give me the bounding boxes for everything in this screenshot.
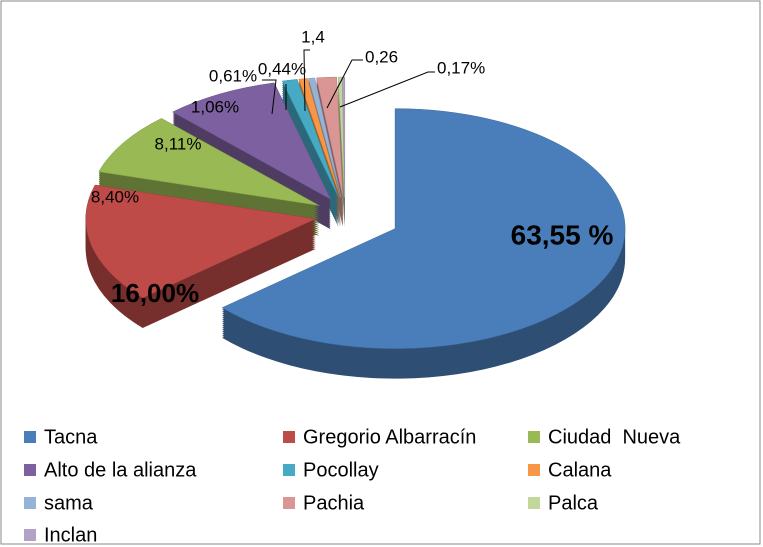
pie-slice	[98, 118, 320, 236]
leader-line	[303, 49, 310, 112]
legend-label: Tacna	[44, 426, 98, 448]
slice-side	[338, 99, 345, 220]
data-label: 16,00%	[111, 278, 199, 308]
slice-side	[282, 85, 339, 204]
slice-side	[338, 89, 345, 210]
legend-label: Calana	[548, 459, 612, 481]
slice-side	[338, 101, 345, 222]
legend-swatch	[24, 497, 36, 509]
data-label: 0,17%	[437, 58, 485, 77]
slice-side	[282, 87, 339, 206]
slice-top	[98, 118, 320, 206]
slice-side	[282, 95, 339, 214]
legend-label: Alto de la alianza	[44, 459, 197, 481]
data-label: 0,61%	[209, 66, 257, 85]
pie-slice	[221, 108, 626, 379]
slice-side	[308, 79, 342, 200]
legend-label: Pachia	[303, 492, 365, 514]
legend-swatch	[283, 497, 295, 509]
slice-side	[338, 97, 345, 218]
slice-side	[282, 97, 339, 216]
leader-line	[326, 59, 363, 109]
legend-swatch	[528, 497, 540, 509]
legend-label: sama	[44, 492, 94, 514]
slice-side	[282, 91, 339, 210]
slice-top	[316, 76, 344, 198]
data-label: 1,06%	[191, 97, 239, 116]
data-label: 63,55 %	[511, 219, 614, 250]
slice-side	[338, 93, 345, 214]
slice-top	[172, 82, 332, 200]
slice-side	[298, 82, 341, 202]
slice-side	[282, 83, 339, 202]
slice-top	[281, 79, 339, 198]
slice-side	[282, 93, 339, 212]
slice-side	[298, 80, 341, 200]
data-label: 1,4	[301, 27, 325, 46]
pie-slice	[172, 82, 332, 230]
legend-swatch	[24, 529, 36, 541]
slice-side	[282, 89, 339, 208]
legend-swatch	[528, 431, 540, 443]
slice-side	[338, 83, 345, 204]
data-label: 0,44%	[258, 59, 306, 78]
legend-label: Gregorio Albarracín	[303, 426, 476, 448]
legend-swatch	[528, 464, 540, 476]
pie-slice	[85, 184, 317, 328]
data-label: 0,26	[365, 47, 398, 66]
slice-top	[308, 77, 342, 198]
slice-top	[221, 108, 626, 349]
slice-side	[338, 85, 345, 206]
data-label: 8,11%	[155, 134, 202, 153]
slice-top	[337, 76, 345, 198]
slice-side	[338, 87, 345, 208]
legend-swatch	[283, 431, 295, 443]
legend-swatch	[283, 464, 295, 476]
slice-side	[282, 81, 339, 200]
slice-side	[338, 95, 345, 216]
leader-line	[339, 71, 435, 108]
slice-top	[298, 78, 341, 198]
legend-swatch	[24, 431, 36, 443]
slice-side	[338, 91, 345, 212]
leader-line	[262, 79, 277, 115]
legend-label: Inclan	[44, 524, 97, 546]
legend-swatch	[24, 464, 36, 476]
legend-label: Ciudad Nueva	[548, 426, 681, 448]
legend-label: Pocollay	[303, 459, 379, 481]
legend-label: Palca	[548, 492, 599, 514]
slice-top	[85, 184, 317, 299]
data-label: 8,40%	[91, 187, 139, 206]
